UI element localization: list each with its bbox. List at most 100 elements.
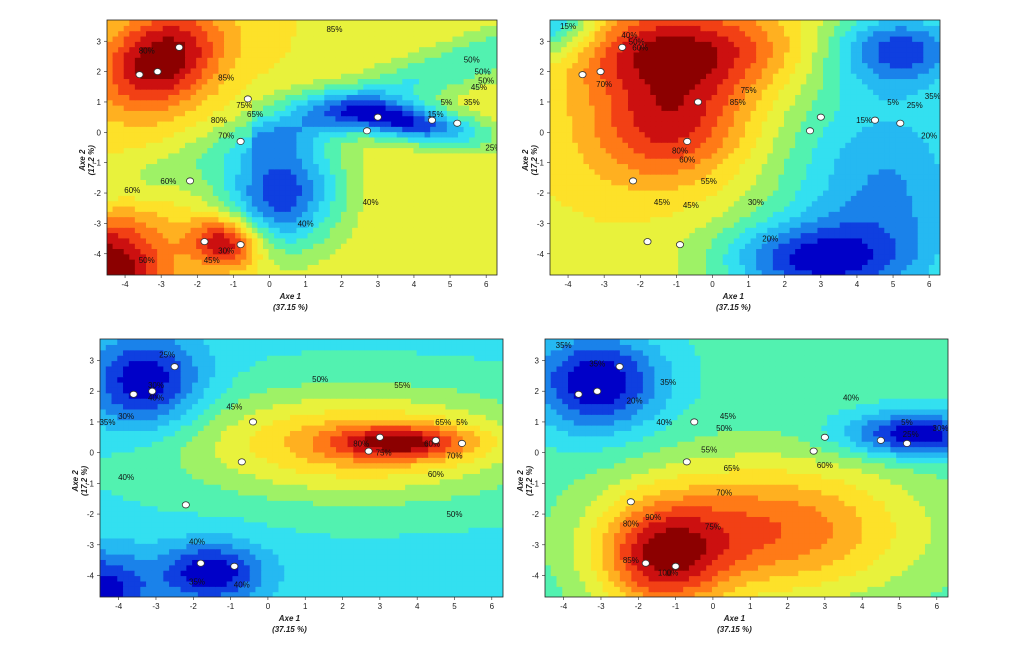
contour-label: 50% bbox=[716, 424, 732, 433]
contour-label: 35% bbox=[99, 418, 115, 427]
x-tick-label: -2 bbox=[637, 280, 645, 289]
sample-point bbox=[629, 177, 638, 185]
y-tick-label: 1 bbox=[97, 98, 102, 107]
contour-label: 45% bbox=[204, 256, 220, 265]
contour-label: 85% bbox=[218, 74, 234, 83]
contour-label: 50% bbox=[629, 37, 645, 46]
x-tick-label: 2 bbox=[785, 602, 790, 611]
y-axis-title: Axe 2 bbox=[78, 149, 87, 172]
x-tick-label: -3 bbox=[601, 280, 609, 289]
sample-point bbox=[453, 119, 462, 127]
x-tick-label: 1 bbox=[303, 602, 308, 611]
sample-point bbox=[574, 390, 583, 398]
x-tick-label: 0 bbox=[266, 602, 271, 611]
contour-label: 30% bbox=[748, 198, 764, 207]
contour-label: 45% bbox=[720, 412, 736, 421]
sample-point bbox=[153, 68, 162, 76]
x-tick-label: 0 bbox=[711, 602, 716, 611]
sample-point bbox=[690, 418, 699, 426]
sample-point bbox=[129, 390, 138, 398]
x-tick-label: 0 bbox=[267, 280, 272, 289]
contour-label: 25% bbox=[485, 144, 501, 153]
contour-label: 60% bbox=[817, 461, 833, 470]
contour-label: 65% bbox=[724, 464, 740, 473]
x-tick-label: 5 bbox=[448, 280, 453, 289]
y-tick-label: 2 bbox=[97, 68, 102, 77]
x-tick-label: -4 bbox=[564, 280, 572, 289]
contour-label: 80% bbox=[672, 147, 688, 156]
x-tick-label: -1 bbox=[673, 280, 681, 289]
contour-label: 20% bbox=[627, 396, 643, 405]
sample-point bbox=[641, 559, 650, 567]
contour-label: 5% bbox=[901, 418, 913, 427]
contour-label: 40% bbox=[148, 393, 164, 402]
sample-point bbox=[248, 418, 257, 426]
y-tick-label: 2 bbox=[540, 68, 545, 77]
sample-point bbox=[186, 177, 195, 185]
x-axis-subtitle: (37.15 %) bbox=[717, 625, 752, 634]
sample-point bbox=[643, 238, 652, 246]
y-tick-label: -1 bbox=[532, 479, 540, 488]
contour-label: 65% bbox=[435, 418, 451, 427]
chart-panel-top-left: -4 -3 -2 -1 0 1 2 3 4 5 6 -4 -3 -2 -1 0 1 2 3 Axe 1 (37.15 %… bbox=[30, 10, 510, 312]
contour-label: 45% bbox=[471, 83, 487, 92]
y-tick-label: -3 bbox=[532, 541, 540, 550]
plot-frame bbox=[106, 19, 498, 276]
contour-label: 50% bbox=[446, 510, 462, 519]
contour-label: 15% bbox=[856, 116, 872, 125]
sample-point bbox=[375, 433, 384, 441]
x-axis-subtitle: (37.15 %) bbox=[273, 303, 308, 312]
y-tick-label: -4 bbox=[94, 250, 102, 259]
y-tick-label: -2 bbox=[87, 510, 95, 519]
contour-label: 40% bbox=[621, 31, 637, 40]
x-tick-label: 4 bbox=[860, 602, 865, 611]
contour-chart-3: -4 -3 -2 -1 0 1 2 3 4 5 6 -4 -3 -2 -1 0 1 2 3 Axe 1 (37.15 %… bbox=[71, 338, 504, 634]
sample-point bbox=[876, 436, 885, 444]
x-tick-label: -4 bbox=[560, 602, 568, 611]
y-tick-label: -3 bbox=[87, 541, 95, 550]
contour-label: 15% bbox=[560, 22, 576, 31]
contour-label: 25% bbox=[903, 430, 919, 439]
x-axis-title: Axe 1 bbox=[279, 292, 302, 301]
y-axis-title: Axe 2 bbox=[516, 470, 525, 493]
x-tick-label: -2 bbox=[190, 602, 198, 611]
y-tick-label: 3 bbox=[97, 37, 102, 46]
contour-fill bbox=[100, 339, 503, 597]
x-tick-label: 3 bbox=[376, 280, 381, 289]
x-tick-label: -1 bbox=[672, 602, 680, 611]
y-tick-label: 2 bbox=[90, 387, 95, 396]
y-tick-label: 2 bbox=[535, 387, 540, 396]
x-tick-label: 6 bbox=[927, 280, 932, 289]
sample-point bbox=[181, 501, 190, 509]
x-tick-label: -4 bbox=[121, 280, 129, 289]
contour-label: 45% bbox=[226, 403, 242, 412]
contour-chart-1: -4 -3 -2 -1 0 1 2 3 4 5 6 -4 -3 -2 -1 0 1 2 3 Axe 1 (37.15 %… bbox=[78, 19, 501, 312]
x-tick-label: 0 bbox=[710, 280, 715, 289]
contour-label: 90% bbox=[645, 513, 661, 522]
contour-chart-2: -4 -3 -2 -1 0 1 2 3 4 5 6 -4 -3 -2 -1 0 1 2 3 Axe 1 (37.15 %… bbox=[521, 19, 941, 312]
contour-label: 35% bbox=[660, 378, 676, 387]
contour-label: 50% bbox=[478, 77, 494, 86]
contour-label: 60% bbox=[428, 470, 444, 479]
sample-point bbox=[805, 127, 814, 135]
chart-panel-top-right: -4 -3 -2 -1 0 1 2 3 4 5 6 -4 -3 -2 -1 0 1 2 3 Axe 1 (37.15 %… bbox=[515, 10, 995, 312]
x-tick-label: 5 bbox=[452, 602, 457, 611]
y-tick-label: 0 bbox=[97, 128, 102, 137]
contour-label: 70% bbox=[596, 80, 612, 89]
sample-point bbox=[362, 127, 371, 135]
x-tick-label: 5 bbox=[891, 280, 896, 289]
x-axis-subtitle: (37.15 %) bbox=[716, 303, 751, 312]
sample-point bbox=[596, 68, 605, 76]
contour-label: 35% bbox=[464, 98, 480, 107]
x-tick-label: -3 bbox=[158, 280, 166, 289]
y-tick-label: -2 bbox=[537, 189, 545, 198]
sample-point bbox=[237, 458, 246, 466]
x-axis-title: Axe 1 bbox=[722, 292, 745, 301]
contour-label: 55% bbox=[394, 381, 410, 390]
sample-point bbox=[457, 439, 466, 447]
x-tick-label: -4 bbox=[115, 602, 123, 611]
contour-label: 60% bbox=[424, 439, 440, 448]
contour-label: 80% bbox=[139, 46, 155, 55]
contour-label: 80% bbox=[623, 519, 639, 528]
y-axis-subtitle: (17.2 %) bbox=[525, 465, 534, 496]
